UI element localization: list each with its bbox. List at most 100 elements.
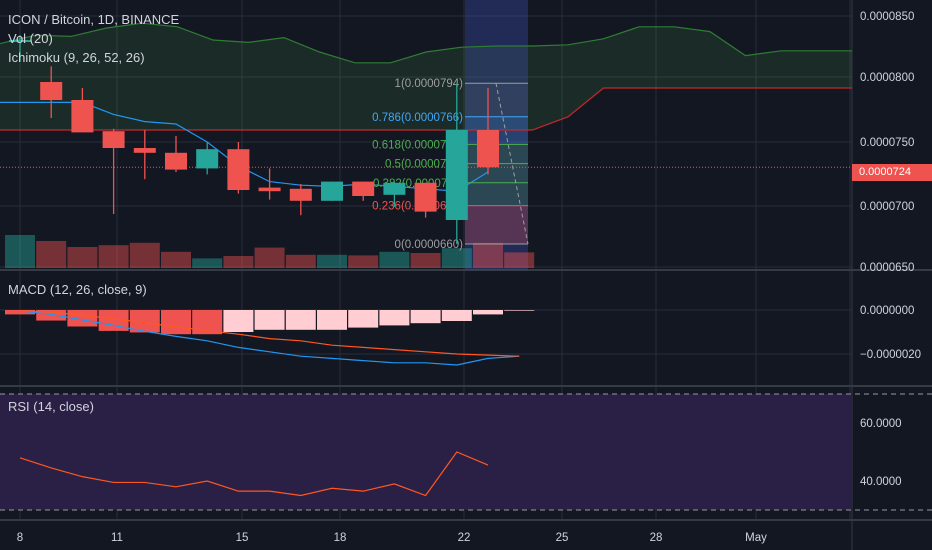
macd-histogram-bar [504, 310, 535, 311]
candlesticks [9, 35, 499, 244]
ichimoku-cloud [0, 23, 852, 131]
macd-pane [5, 310, 535, 366]
fib-zone [465, 182, 528, 206]
time-tick-label: May [745, 532, 767, 544]
volume-bar [317, 254, 347, 268]
time-tick-label: 15 [236, 532, 249, 544]
fib-zone [465, 205, 528, 244]
fib-paren-open: ( [401, 159, 405, 171]
macd-histogram-bar [285, 310, 316, 330]
fib-paren-open: ( [401, 78, 405, 90]
volume-bar [441, 248, 472, 268]
price-axes: 0.0000850 0.0000800 0.0000750 0.0000700 0.00… [860, 11, 921, 488]
candle-body [414, 182, 437, 212]
time-tick-label: 11 [111, 532, 123, 544]
ichimoku-span-b [0, 87, 852, 131]
time-tick-label: 25 [556, 532, 569, 544]
time-tick-label: 28 [650, 532, 663, 544]
fib-level-label: 0(0.0000660) [395, 239, 464, 251]
candle-body [477, 130, 499, 168]
macd-legend: MACD (12, 26, close, 9) [8, 282, 147, 297]
fib-level-value: 0.0000766 [405, 112, 459, 124]
macd-histogram-bar [129, 310, 160, 333]
macd-tick-label: 0.0000000 [860, 305, 914, 317]
candle-body [383, 182, 406, 195]
fib-zone [465, 83, 528, 117]
fib-level-ratio: 0 [395, 239, 401, 251]
candle-body [258, 187, 281, 192]
symbol-title: ICON / Bitcoin, 1D, BINANCE [8, 12, 180, 27]
fib-paren-close: ) [459, 112, 463, 124]
macd-signal-line [19, 310, 520, 357]
volume-bar [348, 255, 379, 268]
rsi-legend: RSI (14, close) [8, 399, 94, 414]
volume-bar [67, 247, 98, 268]
macd-histogram-bar [161, 310, 191, 335]
volume-bar [98, 245, 129, 268]
macd-histogram-bar [379, 310, 410, 326]
rsi-tick-label: 40.0000 [860, 476, 902, 488]
macd-histogram-bar [441, 310, 472, 321]
fib-trend-line [495, 83, 529, 245]
volume-bar [504, 252, 535, 268]
candle-body [9, 40, 31, 42]
time-tick-label: 18 [334, 532, 347, 544]
fib-paren-close: ) [459, 78, 463, 90]
candle-body [133, 148, 156, 153]
volume-bar [161, 251, 191, 268]
volume-bar [254, 247, 285, 268]
volume-bar [285, 254, 316, 268]
candle-body [71, 100, 94, 133]
macd-histogram-bar [223, 310, 254, 332]
price-tick-label: 0.0000650 [860, 262, 914, 274]
fib-level-value: 0.0000727 [405, 159, 459, 171]
candle-body [165, 152, 187, 170]
volume-bar [410, 253, 441, 268]
candle-body [40, 82, 63, 100]
price-tick-label: 0.0000750 [860, 137, 914, 149]
rsi-tick-label: 60.0000 [860, 418, 902, 430]
volume-legend: Vol (20) [8, 31, 53, 46]
macd-histogram-bar [348, 310, 379, 328]
fib-level-ratio: 0.618 [372, 139, 401, 151]
macd-histogram-bar [410, 310, 441, 324]
time-tick-label: 22 [458, 532, 471, 544]
volume-bar [473, 242, 503, 268]
candle-body [196, 149, 219, 169]
volume-bars [5, 235, 535, 268]
macd-histogram-bar [317, 310, 347, 330]
macd-histogram-bar [5, 310, 35, 315]
rsi-pane [0, 393, 932, 511]
fib-level-label: 0.618(0.0000743) [372, 139, 463, 151]
rsi-band [0, 394, 852, 510]
ichimoku-span-a [0, 22, 852, 64]
fib-level-label: 0.786(0.0000766) [372, 112, 463, 124]
macd-histogram-bar [473, 310, 503, 315]
ichimoku-lines [0, 22, 852, 192]
candle-body [445, 130, 468, 220]
volume-bar [36, 241, 67, 268]
fib-level-label: 1(0.0000794) [395, 78, 464, 90]
fib-paren-open: ( [401, 139, 405, 151]
fib-paren-open: ( [401, 112, 405, 124]
rsi-line [19, 451, 489, 497]
fib-paren-open: ( [401, 201, 405, 213]
fib-level-ratio: 0.236 [372, 201, 401, 213]
macd-histogram-bar [254, 310, 285, 330]
fib-level-ratio: 0.786 [372, 112, 401, 124]
time-axis: 8 11 15 18 22 25 28 May [17, 532, 767, 544]
fib-level-value: 0.0000794 [405, 78, 460, 90]
volume-bar [192, 258, 223, 268]
candle-body [321, 181, 343, 201]
fib-level-value: 0.0000660 [405, 239, 459, 251]
fib-level-ratio: 1 [395, 78, 401, 90]
volume-bar [129, 242, 160, 268]
price-tick-label: 0.0000700 [860, 201, 914, 213]
last-price-tag: 0.0000724 [852, 164, 932, 181]
fib-zone [465, 163, 528, 183]
ichimoku-cloud-fill [0, 23, 852, 131]
candle-body [227, 149, 250, 190]
candle-body [289, 188, 312, 201]
macd-line [19, 310, 520, 366]
